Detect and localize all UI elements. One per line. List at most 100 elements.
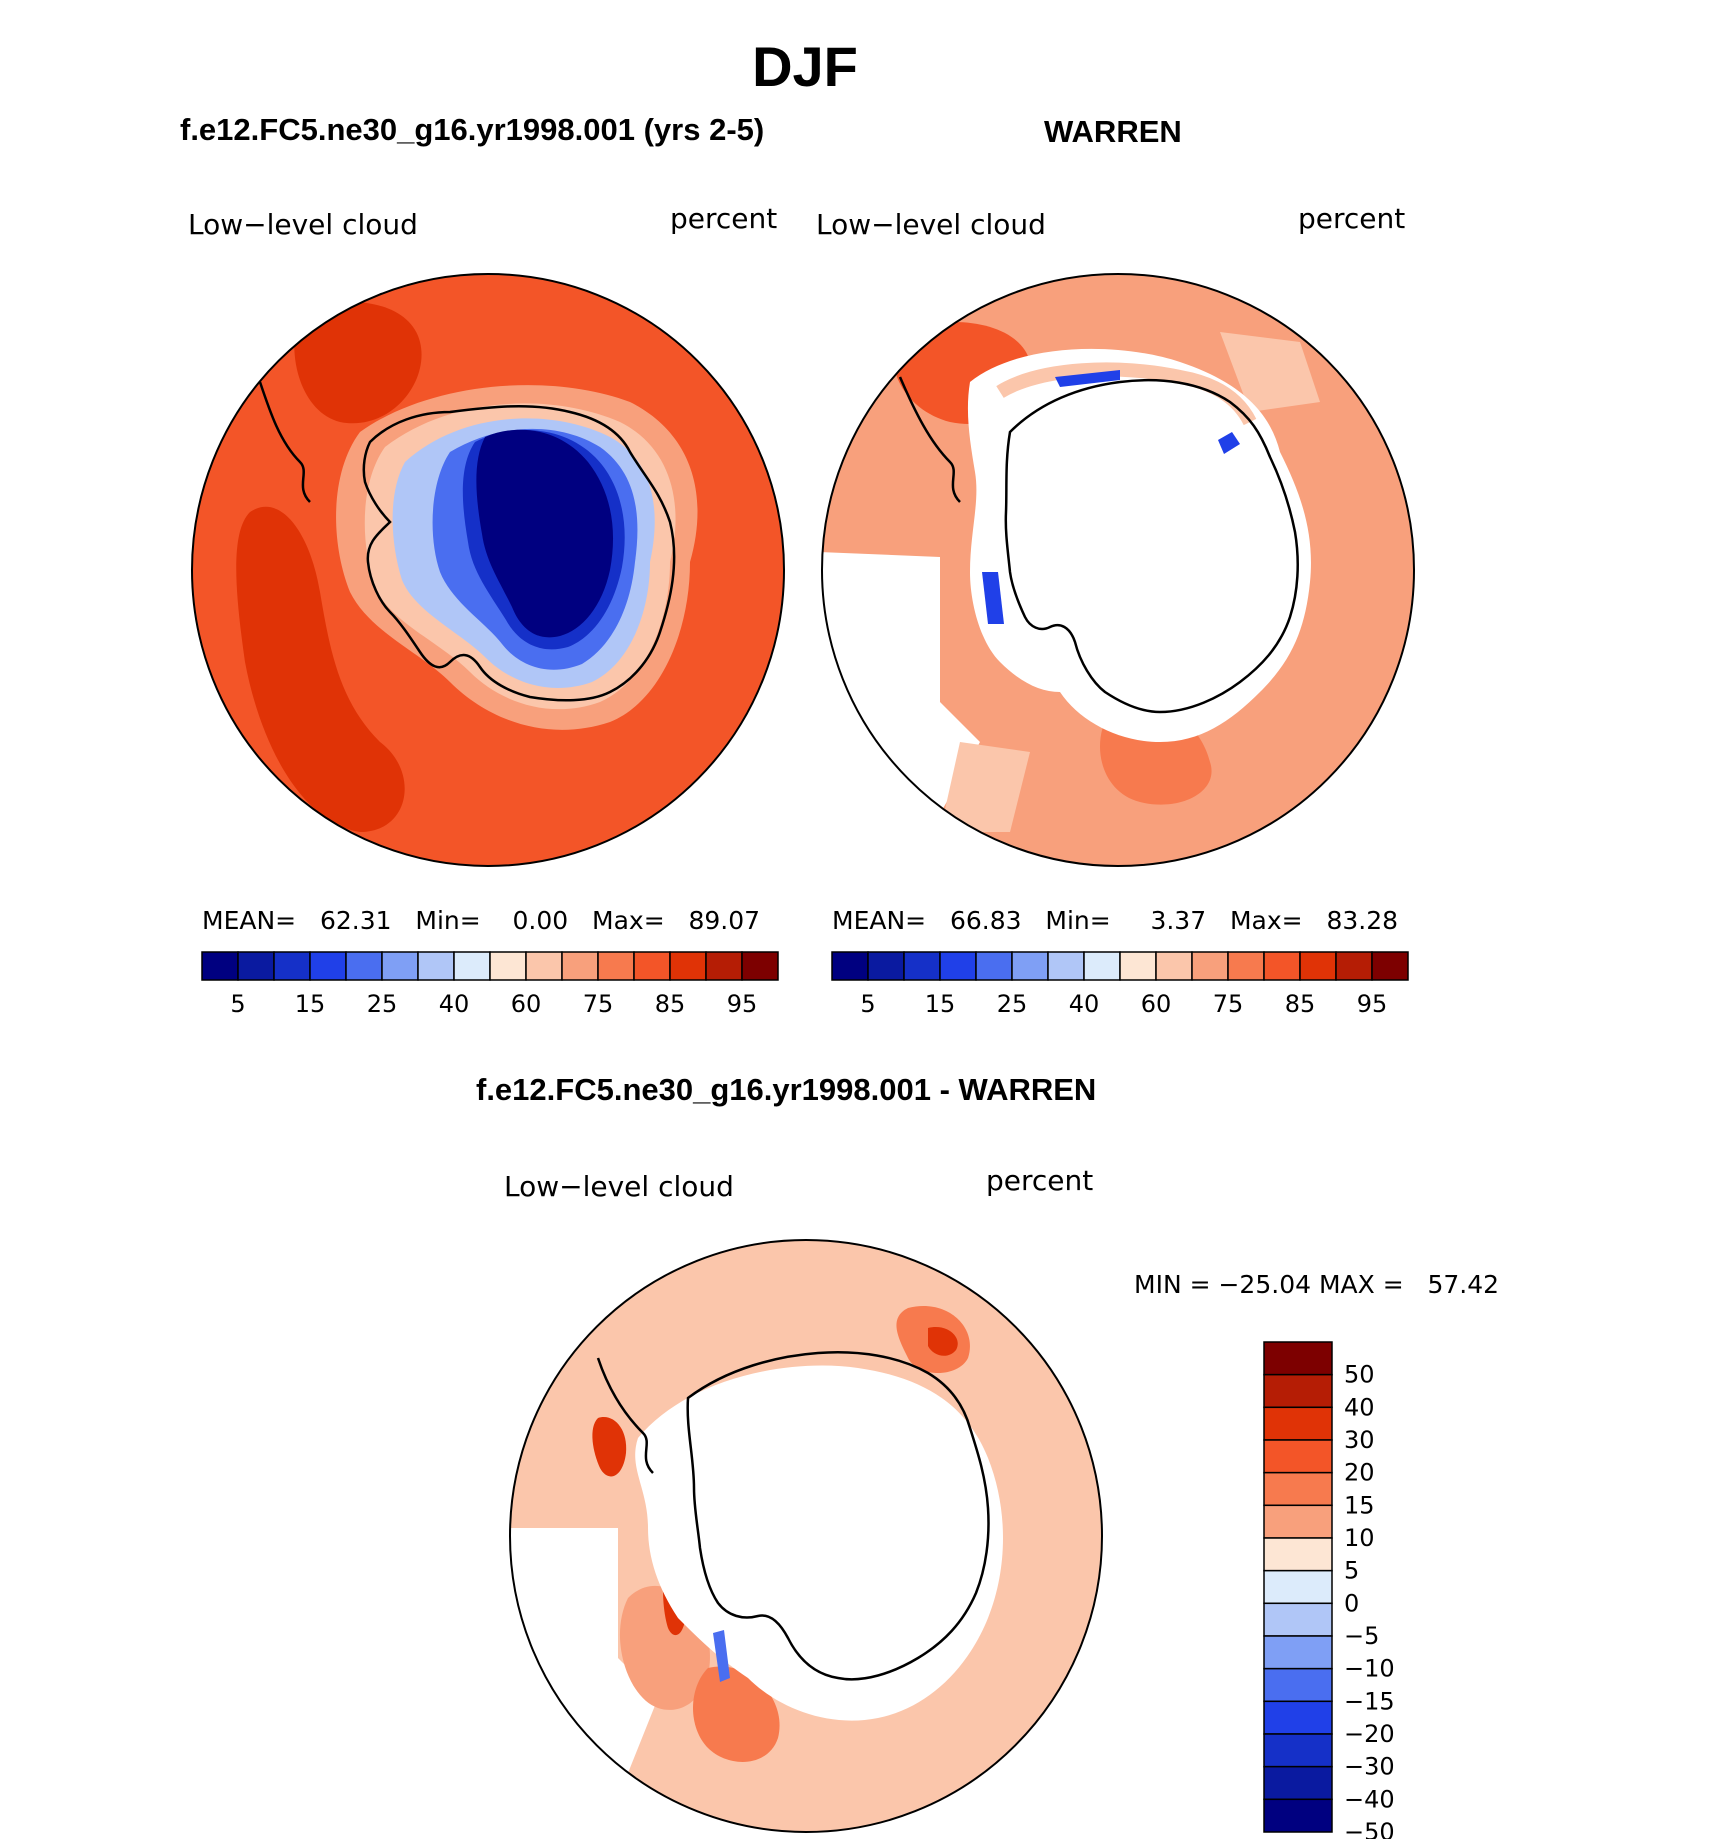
colorbar-swatch bbox=[669, 951, 707, 981]
obs-stats: MEAN= 66.83 Min= 3.37 Max= 83.28 bbox=[832, 906, 1398, 935]
colorbar-tick-label: 95 bbox=[727, 990, 758, 1018]
model-map bbox=[191, 273, 785, 867]
colorbar-swatch bbox=[1263, 1569, 1333, 1605]
colorbar-swatch bbox=[1263, 1406, 1333, 1441]
colorbar-swatch bbox=[741, 951, 779, 981]
colorbar-tick-label: −50 bbox=[1344, 1818, 1395, 1839]
model-panel-header: f.e12.FC5.ne30_g16.yr1998.001 (yrs 2-5) bbox=[180, 112, 765, 147]
colorbar-swatch bbox=[453, 951, 491, 981]
colorbar-tick-label: 40 bbox=[439, 990, 470, 1018]
colorbar-swatch bbox=[867, 951, 905, 981]
colorbar-swatch bbox=[1263, 1667, 1333, 1703]
colorbar-swatch bbox=[1263, 1439, 1333, 1474]
colorbar-swatch bbox=[597, 951, 635, 981]
colorbar-swatch bbox=[201, 951, 239, 981]
diff-minmax: MIN = −25.04 MAX = 57.42 bbox=[1134, 1270, 1500, 1299]
colorbar-tick-label: 30 bbox=[1344, 1426, 1375, 1454]
colorbar-swatch bbox=[975, 951, 1013, 981]
colorbar-swatch bbox=[1155, 951, 1193, 981]
colorbar-swatch bbox=[237, 951, 275, 981]
colorbar-tick-label: 85 bbox=[655, 990, 686, 1018]
colorbar-tick-label: −30 bbox=[1344, 1753, 1395, 1781]
obs-max-label: Max= bbox=[1229, 906, 1303, 935]
obs-mean-label: MEAN= bbox=[832, 906, 927, 935]
colorbar-swatch bbox=[1263, 951, 1301, 981]
diff-units-label: percent bbox=[986, 1164, 1094, 1197]
colorbar-swatch bbox=[1119, 951, 1157, 981]
colorbar-swatch bbox=[1191, 951, 1229, 981]
colorbar-tick-label: 5 bbox=[230, 990, 245, 1018]
colorbar-swatch bbox=[1263, 1765, 1333, 1801]
obs-panel-header: WARREN bbox=[1044, 114, 1182, 149]
colorbar-swatch bbox=[1083, 951, 1121, 981]
colorbar-tick-label: −5 bbox=[1344, 1622, 1379, 1650]
colorbar-tick-label: 25 bbox=[997, 990, 1028, 1018]
obs-mean-value: 66.83 bbox=[949, 906, 1022, 935]
colorbar-tick-label: 60 bbox=[511, 990, 542, 1018]
colorbar-tick-label: −15 bbox=[1344, 1687, 1395, 1715]
colorbar-tick-label: 20 bbox=[1344, 1459, 1375, 1487]
colorbar-tick-label: −20 bbox=[1344, 1720, 1395, 1748]
colorbar-tick-label: 10 bbox=[1344, 1524, 1375, 1552]
colorbar-swatch bbox=[273, 951, 311, 981]
colorbar-tick-label: 15 bbox=[1344, 1491, 1375, 1519]
colorbar-swatch bbox=[1371, 951, 1409, 981]
model-variable-label: Low−level cloud bbox=[188, 208, 418, 241]
model-min-value: 0.00 bbox=[512, 906, 569, 935]
colorbar-swatch bbox=[1227, 951, 1265, 981]
obs-variable-label: Low−level cloud bbox=[816, 208, 1046, 241]
colorbar-swatch bbox=[1263, 1798, 1333, 1833]
colorbar-tick-label: −40 bbox=[1344, 1785, 1395, 1813]
colorbar-swatch bbox=[309, 951, 347, 981]
diff-panel-header: f.e12.FC5.ne30_g16.yr1998.001 - WARREN bbox=[476, 1072, 1097, 1107]
colorbar-tick-label: 95 bbox=[1357, 990, 1388, 1018]
colorbar-swatch bbox=[1263, 1373, 1333, 1409]
colorbar-swatch bbox=[1263, 1635, 1333, 1670]
model-max-label: Max= bbox=[592, 906, 665, 935]
colorbar-swatch bbox=[1263, 1341, 1333, 1376]
obs-min-label: Min= bbox=[1045, 906, 1111, 935]
colorbar-swatch bbox=[525, 951, 563, 981]
colorbar-swatch bbox=[1011, 951, 1049, 981]
colorbar-tick-label: 25 bbox=[367, 990, 398, 1018]
colorbar-tick-label: 75 bbox=[583, 990, 614, 1018]
colorbar-tick-label: 15 bbox=[295, 990, 326, 1018]
colorbar-swatch bbox=[1047, 951, 1085, 981]
colorbar-swatch bbox=[939, 951, 977, 981]
model-stats: MEAN= 62.31 Min= 0.00 Max= 89.07 bbox=[202, 906, 760, 935]
colorbar-swatch bbox=[633, 951, 671, 981]
colorbar-tick-label: 40 bbox=[1344, 1393, 1375, 1421]
obs-max-value: 83.28 bbox=[1326, 906, 1399, 935]
colorbar-swatch bbox=[1263, 1537, 1333, 1572]
colorbar-swatch bbox=[345, 951, 383, 981]
colorbar-tick-label: −10 bbox=[1344, 1655, 1395, 1683]
obs-colorbar: 5 15 25 40 60 75 85 95 bbox=[831, 951, 1409, 1018]
colorbar-tick-label: 5 bbox=[860, 990, 875, 1018]
colorbar-swatch bbox=[489, 951, 527, 981]
colorbar-tick-label: 50 bbox=[1344, 1361, 1375, 1389]
colorbar-swatch bbox=[705, 951, 743, 981]
colorbar-swatch bbox=[1263, 1602, 1333, 1637]
model-mean-value: 62.31 bbox=[319, 906, 392, 935]
obs-map bbox=[821, 273, 1415, 867]
model-colorbar: 5 15 25 40 60 75 85 95 bbox=[201, 951, 779, 1018]
colorbar-swatch bbox=[903, 951, 941, 981]
colorbar-tick-label: 40 bbox=[1069, 990, 1100, 1018]
model-mean-label: MEAN= bbox=[202, 906, 297, 935]
obs-units-label: percent bbox=[1298, 202, 1406, 235]
colorbar-swatch bbox=[1263, 1700, 1333, 1735]
model-max-value: 89.07 bbox=[688, 906, 761, 935]
colorbar-swatch bbox=[417, 951, 455, 981]
colorbar-tick-label: 5 bbox=[1344, 1557, 1359, 1585]
colorbar-swatch bbox=[1263, 1471, 1333, 1507]
colorbar-swatch bbox=[1335, 951, 1373, 981]
colorbar-swatch bbox=[1263, 1733, 1333, 1768]
colorbar-swatch bbox=[831, 951, 869, 981]
model-units-label: percent bbox=[670, 202, 778, 235]
colorbar-tick-label: 0 bbox=[1344, 1589, 1359, 1617]
figure-title: DJF bbox=[752, 35, 858, 98]
colorbar-tick-label: 75 bbox=[1213, 990, 1244, 1018]
colorbar-tick-label: 60 bbox=[1141, 990, 1172, 1018]
model-min-label: Min= bbox=[415, 906, 481, 935]
colorbar-swatch bbox=[1299, 951, 1337, 981]
